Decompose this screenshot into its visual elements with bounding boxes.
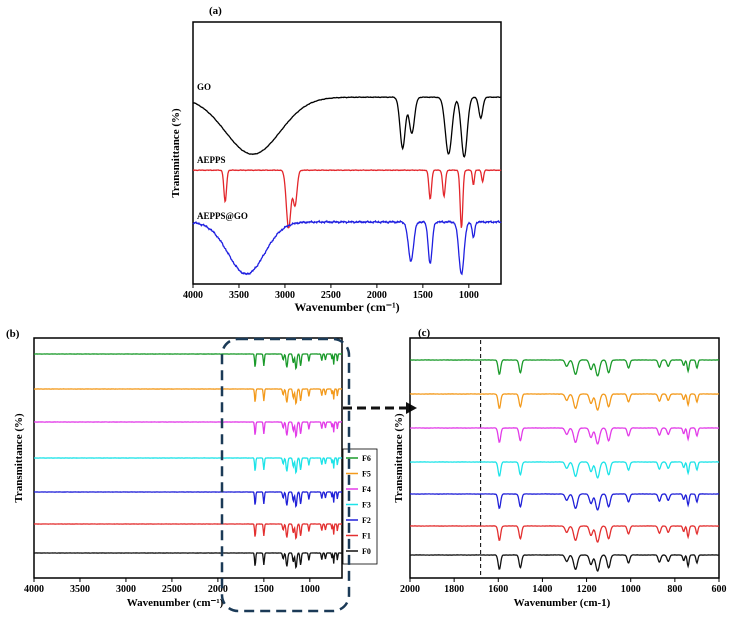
zoom-arrowhead: [406, 402, 417, 414]
zoom-series-f5-line: [409, 393, 720, 411]
zoom-series-f0-line: [409, 554, 720, 573]
legend-label-f6: F6: [362, 454, 371, 463]
legend-label-f1: F1: [362, 532, 371, 541]
panel-a-label: (a): [209, 5, 222, 17]
panel-a-x-tick-label: 1500: [413, 290, 433, 301]
panel-b-y-axis-label: Transmittance (%): [13, 413, 25, 503]
panel-c-x-tick-label: 600: [712, 584, 727, 595]
series-label-aepps: AEPPS: [197, 155, 226, 165]
series-label-go: GO: [197, 82, 211, 92]
zoom-series-f1-line: [409, 525, 720, 543]
panel-c-y-axis-label: Transmittance (%): [393, 413, 405, 503]
panel-a-x-tick-label: 1000: [459, 290, 479, 301]
series-go-line: [192, 96, 502, 158]
legend-label-f2: F2: [362, 516, 371, 525]
legend-label-f5: F5: [362, 470, 371, 479]
panel-c-x-tick-label: 1400: [532, 584, 552, 595]
panel-c-x-axis-label: Wavenumber (cm-1): [514, 597, 611, 609]
panel-b-x-tick-label: 1500: [254, 584, 274, 595]
panel-b-x-tick-label: 2000: [208, 584, 228, 595]
series-aepps-line: [192, 169, 502, 229]
panel-b-label: (b): [6, 328, 20, 340]
panel-a-frame: [192, 21, 502, 285]
series-f4-line: [33, 421, 343, 439]
panel-c-x-tick-label: 1000: [621, 584, 641, 595]
panel-b-x-tick-label: 2500: [162, 584, 182, 595]
panel-c-x-tick-label: 1800: [444, 584, 464, 595]
panel-c-x-tick-label: 2000: [400, 584, 420, 595]
series-f6-line: [33, 352, 343, 371]
panel-c-x-tick-label: 1200: [577, 584, 597, 595]
zoom-series-f3-line: [409, 461, 720, 479]
panel-c-frame: [409, 337, 720, 579]
panel-b-x-tick-label: 3500: [70, 584, 90, 595]
panel-b-x-tick-label: 1000: [300, 584, 320, 595]
panel-a: (a) Transmittance (%) Wavenumber (cm⁻¹) …: [170, 5, 502, 314]
panel-a-x-tick-label: 4000: [183, 290, 203, 301]
highlight-dashed-box: [220, 337, 351, 613]
legend-label-f0: F0: [362, 547, 371, 556]
zoom-series-f2-line: [409, 493, 720, 511]
panel-a-y-axis-label: Transmittance (%): [170, 108, 182, 198]
panel-b-x-tick-label: 4000: [24, 584, 44, 595]
zoom-series-f4-line: [409, 427, 720, 445]
panel-b: (b) Transmittance (%) Wavenumber (cm⁻¹) …: [6, 328, 417, 613]
panel-c-x-tick-label: 800: [667, 584, 682, 595]
panel-c-x-tick-label: 1600: [488, 584, 508, 595]
series-f5-line: [33, 388, 343, 406]
legend-label-f4: F4: [362, 485, 371, 494]
zoom-series-f6-line: [409, 359, 720, 377]
panel-a-x-tick-label: 2500: [321, 290, 341, 301]
legend-label-f3: F3: [362, 501, 371, 510]
panel-a-x-tick-label: 2000: [367, 290, 387, 301]
panel-a-x-axis-label: Wavenumber (cm⁻¹): [294, 300, 399, 314]
series-label-aepps-go: AEPPS@GO: [197, 211, 248, 221]
series-f0-line: [33, 552, 343, 570]
panel-b-x-axis-label: Wavenumber (cm⁻¹): [127, 597, 224, 609]
panel-b-x-tick-label: 3000: [116, 584, 136, 595]
series-aepps-go-line: [192, 219, 502, 276]
panel-a-x-tick-label: 3500: [229, 290, 249, 301]
panel-c: (c) Transmittance (%) Wavenumber (cm-1) …: [393, 327, 727, 609]
series-f3-line: [33, 457, 343, 475]
series-f2-line: [33, 490, 343, 509]
panel-a-x-tick-label: 3000: [275, 290, 295, 301]
panel-c-label: (c): [418, 327, 431, 339]
series-f1-line: [33, 523, 343, 541]
